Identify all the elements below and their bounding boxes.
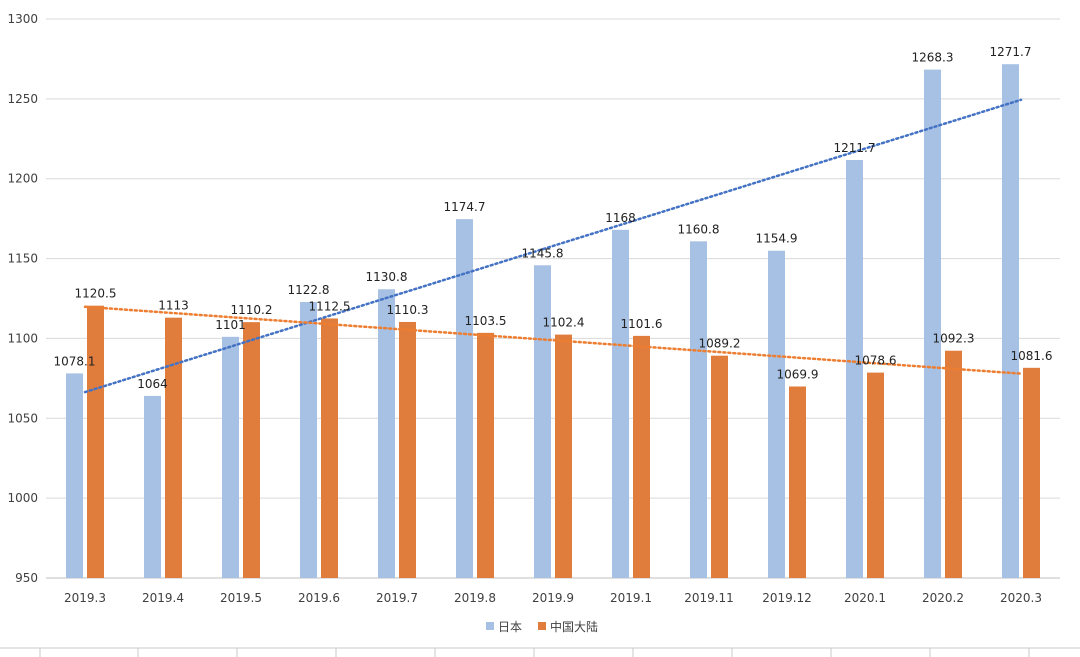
bar <box>399 321 416 578</box>
trendline <box>83 305 1023 375</box>
gridlines <box>46 18 1060 579</box>
data-label: 1268.3 <box>912 51 954 65</box>
legend-swatch <box>486 622 494 630</box>
bar <box>534 265 551 578</box>
bar <box>243 322 260 578</box>
bottom-frame <box>0 647 1080 657</box>
bar <box>66 373 83 578</box>
data-label: 1110.2 <box>231 303 273 317</box>
data-label: 1145.8 <box>522 246 564 260</box>
x-tick-label: 2019.8 <box>454 591 496 605</box>
bar <box>633 335 650 578</box>
x-tick-label: 2019.4 <box>142 591 184 605</box>
data-label: 1064 <box>137 377 168 391</box>
bar <box>690 241 707 579</box>
x-tick-label: 2019.12 <box>762 591 812 605</box>
bar <box>867 372 884 578</box>
y-tick-label: 1100 <box>7 331 38 345</box>
data-label: 1089.2 <box>699 337 741 351</box>
bar <box>555 334 572 578</box>
bar <box>1002 64 1019 578</box>
bar <box>456 219 473 578</box>
data-label: 1113 <box>158 299 189 313</box>
bar <box>789 386 806 578</box>
data-label: 1130.8 <box>366 270 408 284</box>
x-tick-label: 2019.9 <box>532 591 574 605</box>
data-label: 1102.4 <box>543 316 585 330</box>
bar <box>300 302 317 578</box>
bar <box>945 350 962 578</box>
bar <box>612 229 629 578</box>
x-tick-label: 2019.6 <box>298 591 340 605</box>
bar <box>924 69 941 578</box>
y-tick-label: 1150 <box>7 252 38 266</box>
bar <box>711 355 728 578</box>
data-label: 1078.1 <box>54 354 96 368</box>
data-label: 1174.7 <box>444 200 486 214</box>
y-tick-label: 950 <box>15 571 38 585</box>
data-label: 1271.7 <box>990 45 1032 59</box>
x-tick-label: 2019.7 <box>376 591 418 605</box>
x-tick-label: 2020.1 <box>844 591 886 605</box>
data-label: 1112.5 <box>309 299 351 313</box>
legend-label: 日本 <box>498 620 522 634</box>
bar <box>87 305 104 578</box>
bar <box>321 318 338 578</box>
data-label: 1101 <box>215 318 246 332</box>
x-tick-label: 2019.1 <box>610 591 652 605</box>
trendlines <box>83 98 1023 394</box>
data-label: 1120.5 <box>75 287 117 301</box>
x-tick-label: 2020.2 <box>922 591 964 605</box>
y-axis-labels: 950 1000 1050 1100 1150 1200 1250 1300 <box>7 12 38 585</box>
bar <box>1023 367 1040 578</box>
bar <box>144 395 161 578</box>
legend: 日本 中国大陆 <box>486 619 598 634</box>
legend-label: 中国大陆 <box>550 619 598 634</box>
data-label: 1122.8 <box>288 283 330 297</box>
data-label: 1103.5 <box>465 314 507 328</box>
y-tick-label: 1000 <box>7 491 38 505</box>
y-tick-label: 1200 <box>7 172 38 186</box>
x-tick-label: 2019.11 <box>684 591 734 605</box>
data-label: 1154.9 <box>756 232 798 246</box>
data-label: 1160.8 <box>678 222 720 236</box>
data-label: 1211.7 <box>834 141 876 155</box>
trendline <box>83 98 1023 394</box>
x-tick-label: 2019.5 <box>220 591 262 605</box>
y-tick-label: 1250 <box>7 92 38 106</box>
y-tick-label: 1300 <box>7 12 38 26</box>
legend-swatch <box>538 622 546 630</box>
data-label: 1101.6 <box>621 317 663 331</box>
data-labels: 1078.1 1064 1101 1122.8 1130.8 1174.7 1145.8 11… <box>54 45 1053 391</box>
bar <box>378 289 395 578</box>
x-tick-label: 2020.3 <box>1000 591 1042 605</box>
bar <box>477 332 494 578</box>
x-axis-labels: 2019.3 2019.4 2019.5 2019.6 2019.7 2019.8 2019… <box>64 591 1042 605</box>
x-tick-label: 2019.3 <box>64 591 106 605</box>
bar <box>165 317 182 578</box>
bars <box>66 64 1040 579</box>
bar <box>768 250 785 578</box>
data-label: 1069.9 <box>777 368 819 382</box>
data-label: 1168 <box>605 211 636 225</box>
data-label: 1110.3 <box>387 303 429 317</box>
y-tick-label: 1050 <box>7 411 38 425</box>
bar <box>222 336 239 578</box>
bar <box>846 160 863 578</box>
data-label: 1081.6 <box>1011 349 1053 363</box>
data-label: 1092.3 <box>933 332 975 346</box>
data-label: 1078.6 <box>855 354 897 368</box>
